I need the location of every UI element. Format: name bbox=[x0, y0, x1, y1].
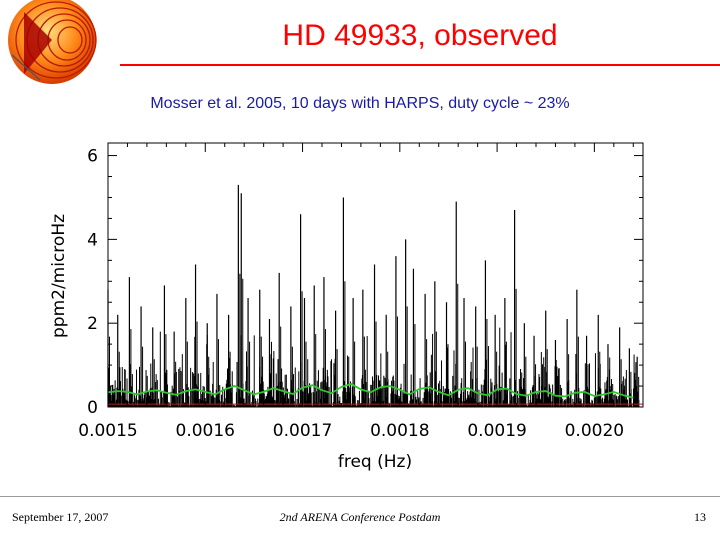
smoothed-envelope bbox=[107, 383, 634, 399]
x-tick-label: 0.0020 bbox=[565, 421, 624, 441]
spectrum-series bbox=[107, 184, 640, 407]
y-tick-label: 4 bbox=[87, 230, 98, 250]
sun-oscillation-icon bbox=[8, 0, 97, 84]
plot-frame bbox=[107, 142, 644, 408]
title-divider bbox=[120, 64, 720, 66]
footer-divider bbox=[0, 496, 720, 497]
power-spectrum-chart: 0.0015 0.0016 0.0017 0.0018 0.0019 0.0020 0 2 4 6… bbox=[49, 142, 644, 472]
slide-subtitle: Mosser et al. 2005, 10 days with HARPS, … bbox=[150, 95, 570, 112]
plot-area bbox=[108, 143, 643, 407]
y-axis-label: ppm2/microHz bbox=[49, 214, 69, 338]
x-tick-label: 0.0016 bbox=[176, 421, 235, 441]
y-tick-label: 6 bbox=[87, 147, 98, 167]
page-number: 13 bbox=[694, 510, 706, 524]
x-tick-label: 0.0015 bbox=[78, 421, 137, 441]
plot-background bbox=[108, 143, 643, 407]
x-axis-label: freq (Hz) bbox=[338, 452, 412, 472]
series-layer bbox=[107, 184, 643, 407]
x-tick-label: 0.0017 bbox=[273, 421, 332, 441]
x-tick-label: 0.0019 bbox=[467, 421, 526, 441]
footer-conference: 2nd ARENA Conference Postdam bbox=[279, 510, 441, 524]
footer-date: September 17, 2007 bbox=[12, 510, 109, 524]
y-tick-label: 0 bbox=[87, 398, 98, 418]
y-tick-label: 2 bbox=[87, 314, 98, 334]
slide-title: HD 49933, observed bbox=[282, 19, 558, 52]
x-tick-label: 0.0018 bbox=[370, 421, 429, 441]
axes-layer: 0.0015 0.0016 0.0017 0.0018 0.0019 0.0020 0 2 4 6 bbox=[78, 142, 644, 441]
